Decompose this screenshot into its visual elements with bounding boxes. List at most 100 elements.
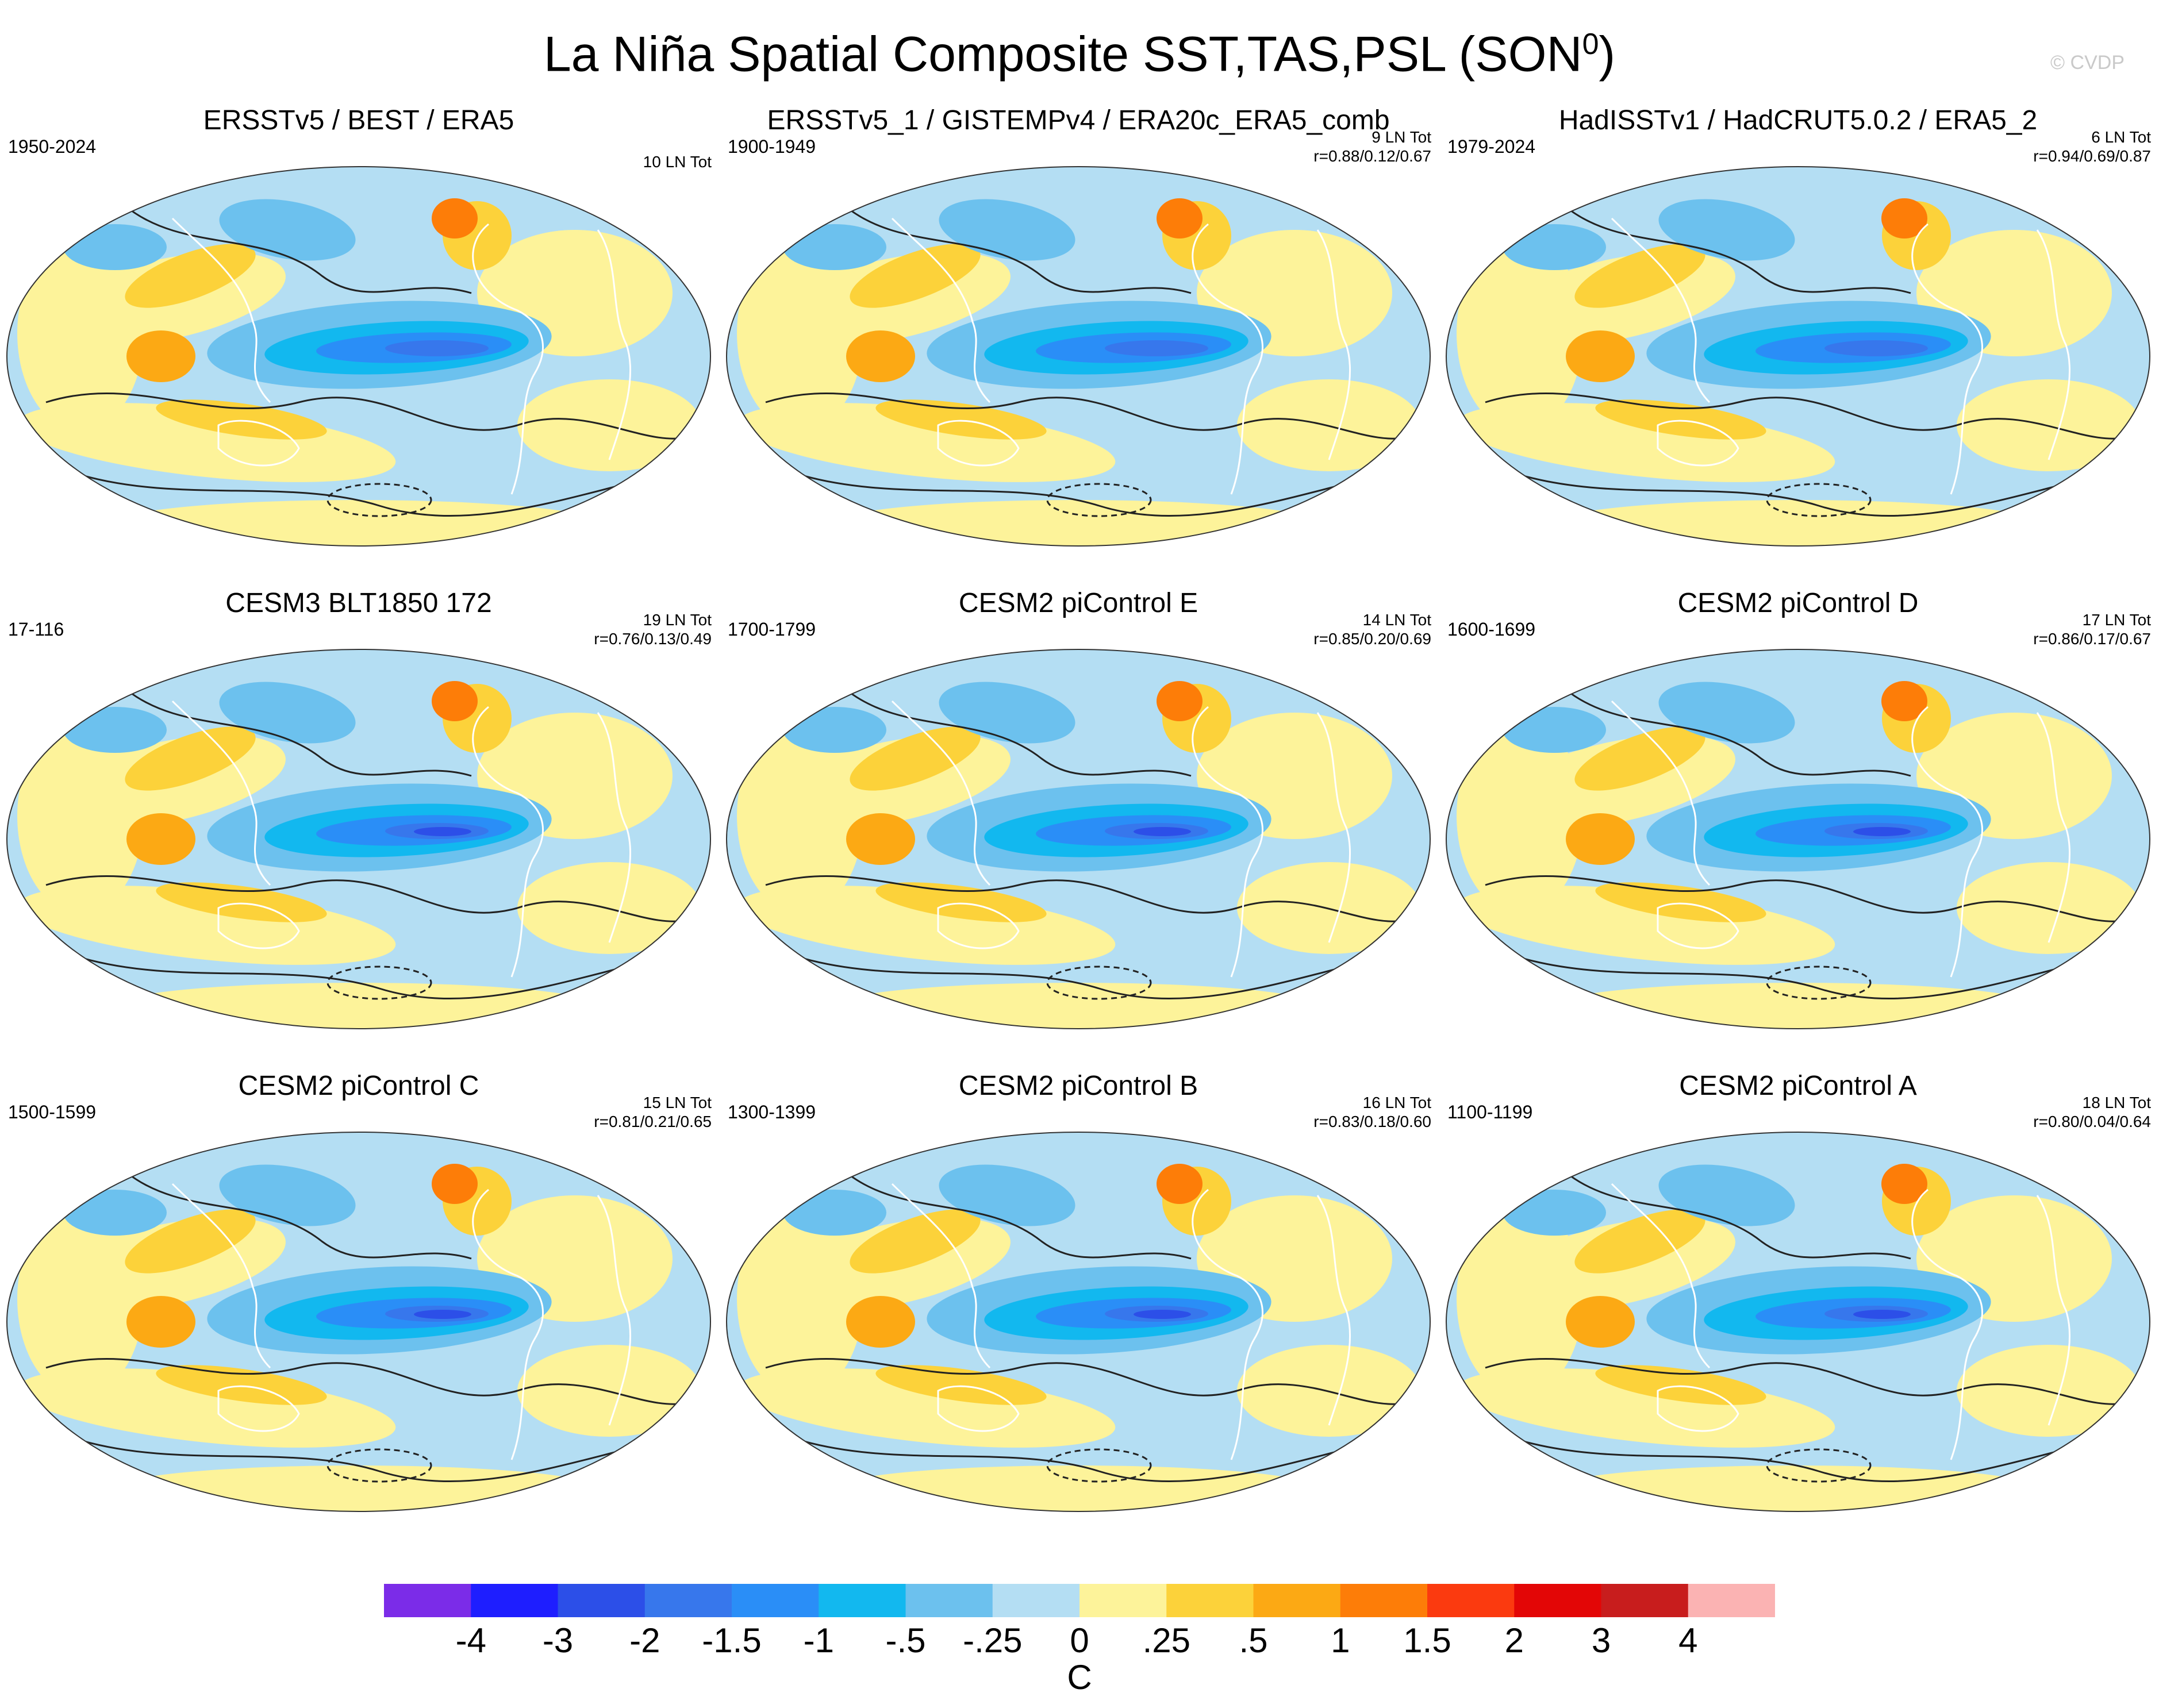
panel-period: 1500-1599 <box>8 1102 97 1122</box>
cold-anomaly <box>783 224 886 270</box>
warm-anomaly <box>125 726 256 791</box>
map-field <box>727 649 1430 1029</box>
colorbar-swatch <box>1601 1584 1689 1617</box>
map-border <box>1446 166 2150 547</box>
warm-anomaly <box>1566 330 1635 382</box>
panel-correlation: r=0.76/0.13/0.49 <box>594 630 712 648</box>
coastline <box>1192 223 1263 495</box>
psl-contour-negative <box>1766 1448 1872 1483</box>
warm-band <box>737 236 863 431</box>
cold-tongue <box>414 1310 471 1319</box>
psl-contour-negative <box>1766 965 1872 1000</box>
panel-title: CESM3 BLT1850 172 <box>225 588 492 618</box>
psl-contour-negative <box>326 483 432 517</box>
panel-correlation: r=0.80/0.04/0.64 <box>2033 1113 2151 1130</box>
cold-anomaly <box>219 682 356 744</box>
warm-anomaly <box>1574 1209 1705 1274</box>
warm-anomaly <box>1881 681 1927 721</box>
panel-stats: 17 LN Tot r=0.86/0.17/0.67 <box>2033 610 2151 648</box>
panel-9: CESM2 piControl A 1100-1199 18 LN Tot r=0… <box>1439 1069 2157 1529</box>
coastline <box>1657 1385 1739 1432</box>
warm-band <box>1457 236 1583 431</box>
cvdp-credit: © CVDP <box>2050 52 2125 74</box>
colorbar-tick-label: -2 <box>629 1621 660 1660</box>
colorbar-swatch <box>384 1584 471 1617</box>
warm-anomaly <box>125 244 256 308</box>
cold-tongue <box>1853 1310 1911 1319</box>
colorbar-swatch <box>1080 1584 1167 1617</box>
coastline <box>937 902 1020 949</box>
psl-contour <box>1565 688 1911 777</box>
psl-contour <box>788 953 1376 999</box>
figure-title-text: La Niña Spatial Composite SST,TAS,PSL (S… <box>543 26 1582 82</box>
colorbar-tick-label: 3 <box>1591 1621 1611 1660</box>
coastline <box>937 420 1020 467</box>
warm-band <box>17 1201 144 1397</box>
map-border <box>726 1132 1431 1512</box>
panel-period: 1900-1949 <box>728 136 816 157</box>
panel-period: 1100-1199 <box>1447 1102 1533 1122</box>
panel-period: 17-116 <box>8 619 64 640</box>
cold-anomaly <box>63 224 167 270</box>
map-panel-6 <box>1446 649 2150 1029</box>
panel-correlation: r=0.88/0.12/0.67 <box>1313 147 1431 165</box>
warm-anomaly <box>1881 198 1927 238</box>
warm-anomaly <box>1574 726 1705 791</box>
warm-band <box>1457 1201 1583 1397</box>
warm-anomaly <box>1566 1296 1635 1348</box>
warm-anomaly <box>850 726 981 791</box>
coastline <box>217 902 300 949</box>
map-panel-1 <box>6 166 711 547</box>
panel-correlation: r=0.94/0.69/0.87 <box>2033 147 2151 165</box>
psl-contour <box>1485 875 2130 922</box>
psl-contour-negative <box>1046 483 1152 517</box>
warm-anomaly <box>432 198 478 238</box>
panel-count: 19 LN Tot <box>643 611 712 629</box>
colorbar-labels: -4 -3 -2 -1.5 -1 -.5 -.25 0 .25 .5 1 1.5 2 3 4 <box>0 1621 2159 1661</box>
coastline <box>217 420 300 467</box>
map-panel-2 <box>726 166 1431 547</box>
cold-anomaly <box>1503 707 1606 753</box>
psl-contour <box>846 1171 1192 1260</box>
coastline <box>2036 1195 2070 1426</box>
cold-tongue <box>1134 827 1191 836</box>
colorbar-swatch <box>644 1584 732 1617</box>
warm-anomaly <box>156 882 327 922</box>
psl-contour <box>788 470 1376 517</box>
figure-title: La Niña Spatial Composite SST,TAS,PSL (S… <box>0 13 2159 86</box>
warm-anomaly <box>156 1365 327 1405</box>
colorbar-swatch <box>992 1584 1080 1617</box>
coastline <box>171 217 271 403</box>
psl-contour <box>126 688 472 777</box>
panel-correlation: r=0.86/0.17/0.67 <box>2033 630 2151 648</box>
warm-anomaly <box>1574 244 1705 308</box>
panel-stats: 15 LN Tot r=0.81/0.21/0.65 <box>594 1093 712 1131</box>
psl-contour <box>765 875 1410 922</box>
warm-anomaly <box>1157 1164 1203 1204</box>
colorbar-swatch <box>1166 1584 1254 1617</box>
warm-anomaly <box>875 1365 1047 1405</box>
psl-contour <box>1565 206 1911 294</box>
coastline <box>1192 706 1263 978</box>
panel-title: CESM2 piControl B <box>958 1071 1198 1101</box>
psl-contour-negative <box>326 965 432 1000</box>
colorbar-tick-label: 4 <box>1678 1621 1698 1660</box>
panel-7: CESM2 piControl C 1500-1599 15 LN Tot r=0… <box>0 1069 717 1529</box>
psl-contour <box>788 1436 1376 1482</box>
colorbar-tick-label: 1 <box>1331 1621 1350 1660</box>
coastline <box>217 1385 300 1432</box>
panel-title: ERSSTv5_1 / GISTEMPv4 / ERA20c_ERA5_comb <box>767 105 1390 136</box>
panel-count: 10 LN Tot <box>643 153 712 171</box>
colorbar-units: C <box>1067 1658 1092 1697</box>
colorbar-swatch <box>732 1584 819 1617</box>
psl-contour <box>68 953 656 999</box>
coastline <box>597 712 631 943</box>
map-panel-4 <box>6 649 711 1029</box>
cold-anomaly <box>1658 682 1795 744</box>
cold-tongue <box>1853 827 1911 836</box>
warm-anomaly <box>432 681 478 721</box>
psl-contour-negative <box>1766 483 1872 517</box>
psl-contour <box>765 1357 1410 1405</box>
coastline <box>2036 712 2070 943</box>
panel-period: 1700-1799 <box>728 619 816 640</box>
